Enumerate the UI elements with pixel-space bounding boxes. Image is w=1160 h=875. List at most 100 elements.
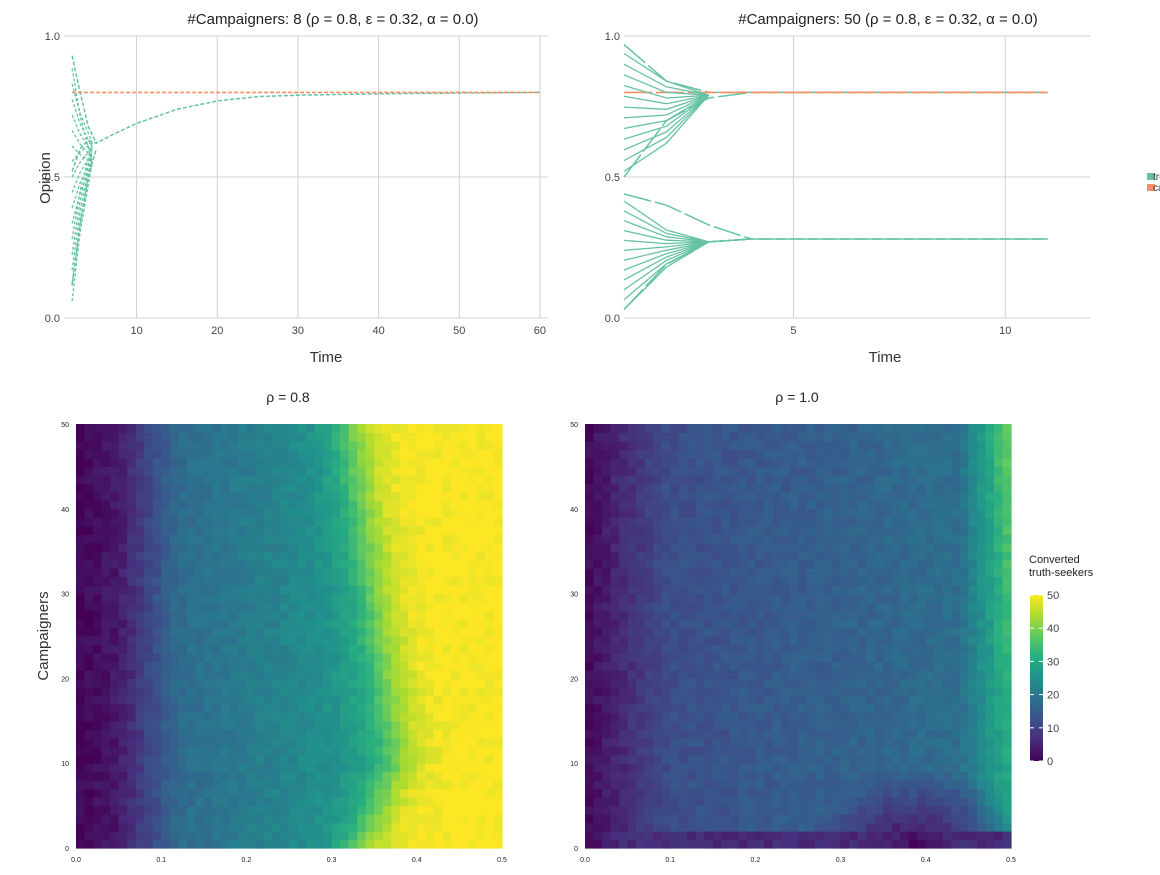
heatmap-cell bbox=[951, 754, 961, 764]
heatmap-cell bbox=[585, 703, 595, 713]
heatmap-cell bbox=[374, 678, 384, 688]
heatmap-cell bbox=[712, 457, 722, 467]
heatmap-cell bbox=[442, 661, 452, 671]
heatmap-cell bbox=[636, 695, 646, 705]
heatmap-cell bbox=[721, 822, 731, 832]
heatmap-cell bbox=[985, 746, 995, 756]
heatmap-cell bbox=[585, 568, 595, 578]
heatmap-cell bbox=[425, 457, 435, 467]
heatmap-cell bbox=[687, 661, 697, 671]
heatmap-cell bbox=[203, 780, 213, 790]
heatmap-cell bbox=[110, 831, 120, 841]
heatmap-cell bbox=[653, 703, 663, 713]
heatmap-cell bbox=[908, 737, 918, 747]
heatmap-cell bbox=[832, 703, 842, 713]
heatmap-cell bbox=[798, 440, 808, 451]
heatmap-cell bbox=[721, 695, 731, 705]
heatmap-cell bbox=[408, 568, 418, 578]
heatmap-cell bbox=[323, 483, 333, 493]
heatmap-cell bbox=[391, 508, 401, 518]
heatmap-cell bbox=[297, 737, 307, 747]
heatmap-cell bbox=[203, 424, 213, 434]
heatmap-cell bbox=[806, 754, 816, 764]
heatmap-cell bbox=[450, 432, 460, 442]
heatmap-cell bbox=[763, 652, 774, 663]
heatmap-cell bbox=[212, 788, 222, 798]
heatmap-cell bbox=[127, 610, 137, 620]
heatmap-cell bbox=[917, 771, 927, 781]
heatmap-cell bbox=[331, 551, 341, 561]
heatmap-cell bbox=[627, 712, 637, 722]
heatmap-cell bbox=[246, 534, 256, 544]
heatmap-cell bbox=[365, 466, 375, 476]
heatmap-cell bbox=[908, 602, 918, 612]
heatmap-cell bbox=[644, 500, 654, 510]
heatmap-cell bbox=[593, 576, 603, 586]
heatmap-cell bbox=[695, 746, 705, 756]
heatmap-cell bbox=[178, 610, 188, 620]
heatmap-cell bbox=[993, 491, 1004, 501]
heatmap-cell bbox=[450, 814, 460, 824]
heatmap-cell bbox=[602, 839, 612, 849]
heatmap-cell bbox=[280, 822, 290, 832]
heatmap-cell bbox=[442, 729, 452, 739]
heatmap-cell bbox=[365, 551, 375, 561]
heatmap-cell bbox=[425, 661, 435, 671]
heatmap-cell bbox=[942, 610, 952, 620]
heatmap-cell bbox=[229, 449, 239, 459]
heatmap-cell bbox=[289, 746, 299, 756]
heatmap-cell bbox=[840, 483, 850, 493]
heatmap-cell bbox=[254, 661, 265, 671]
heatmap-cell bbox=[450, 440, 460, 451]
heatmap-cell bbox=[399, 636, 409, 646]
truth-seeker-line bbox=[71, 130, 93, 159]
heatmap-cell bbox=[484, 652, 495, 663]
heatmap-cell bbox=[84, 542, 94, 552]
heatmap-cell bbox=[772, 636, 782, 646]
heatmap-cell bbox=[610, 703, 620, 713]
heatmap-cell bbox=[883, 712, 893, 722]
heatmap-cell bbox=[780, 474, 791, 484]
heatmap-cell bbox=[374, 814, 384, 824]
heatmap-cell bbox=[195, 500, 205, 510]
heatmap-cell bbox=[237, 508, 247, 518]
heatmap-cell bbox=[110, 746, 120, 756]
heatmap-cell bbox=[644, 822, 654, 832]
heatmap-cell bbox=[661, 780, 671, 790]
heatmap-cell bbox=[687, 585, 697, 595]
heatmap-cell bbox=[186, 457, 196, 467]
heatmap-cell bbox=[169, 559, 179, 569]
heatmap-cell bbox=[263, 534, 273, 544]
heatmap-cell bbox=[433, 508, 443, 518]
heatmap-cell bbox=[695, 602, 705, 612]
heatmap-cell bbox=[152, 483, 162, 493]
heatmap-cell bbox=[619, 449, 629, 459]
heatmap-cell bbox=[789, 585, 799, 595]
heatmap-cell bbox=[220, 559, 230, 569]
heatmap-cell bbox=[110, 551, 120, 561]
heatmap-cell bbox=[331, 432, 341, 442]
heatmap-cell bbox=[101, 652, 111, 663]
heatmap-cell bbox=[399, 831, 409, 841]
heatmap-cell bbox=[178, 483, 188, 493]
heatmap-cell bbox=[220, 780, 230, 790]
heatmap-cell bbox=[678, 652, 688, 663]
heatmap-cell bbox=[314, 542, 324, 552]
heatmap-cell bbox=[772, 585, 782, 595]
heatmap-cell bbox=[644, 754, 654, 764]
heatmap-cell bbox=[985, 695, 995, 705]
heatmap-cell bbox=[476, 669, 486, 679]
heatmap-cell bbox=[484, 440, 495, 451]
heatmap-cell bbox=[408, 703, 418, 713]
heatmap-cell bbox=[237, 729, 247, 739]
heatmap-cell bbox=[408, 831, 418, 841]
heatmap-cell bbox=[1002, 754, 1012, 764]
heatmap-cell bbox=[1002, 678, 1012, 688]
heatmap-cell bbox=[917, 644, 927, 654]
heatmap-cell bbox=[127, 593, 137, 603]
heatmap-cell bbox=[84, 551, 94, 561]
heatmap-cell bbox=[721, 593, 731, 603]
heatmap-cell bbox=[246, 517, 256, 527]
heatmap-cell bbox=[908, 576, 918, 586]
heatmap-cell bbox=[178, 466, 188, 476]
